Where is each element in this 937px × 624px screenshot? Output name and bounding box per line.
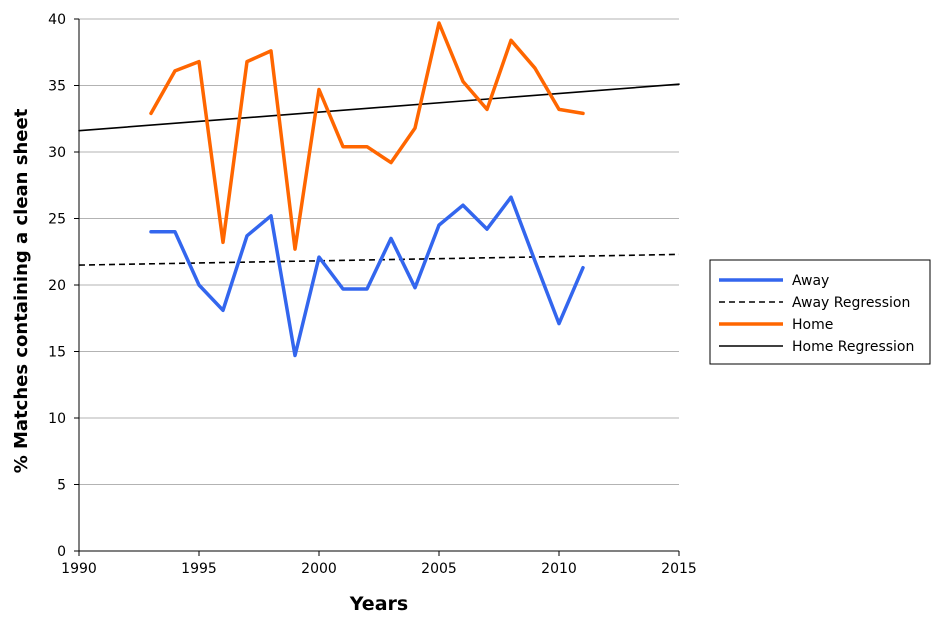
gridlines bbox=[79, 18, 679, 485]
series-line-away bbox=[149, 195, 585, 358]
legend-label-away-regression: Away Regression bbox=[792, 295, 910, 311]
legend-entry-away-regression: Away Regression bbox=[719, 295, 910, 311]
legend-entry-away: Away bbox=[719, 273, 829, 289]
legend-entry-home-regression: Home Regression bbox=[719, 339, 914, 355]
y-tick-label-30: 30 bbox=[48, 145, 66, 161]
y-tick-label-10: 10 bbox=[48, 411, 66, 427]
series-line-home bbox=[149, 21, 585, 251]
x-axis-title: Years bbox=[349, 593, 408, 615]
y-axis-ticks: 0 5 10 15 20 25 30 35 40 bbox=[48, 12, 79, 560]
x-tick-label-2000: 2000 bbox=[301, 561, 337, 577]
y-tick-label-25: 25 bbox=[48, 212, 66, 228]
x-tick-label-2015: 2015 bbox=[661, 561, 697, 577]
y-tick-label-0: 0 bbox=[57, 544, 66, 560]
legend: Away Away Regression Home Home Regressio… bbox=[709, 259, 931, 365]
series-line-home-regression bbox=[78, 83, 680, 132]
legend-label-home: Home bbox=[792, 317, 833, 333]
y-tick-label-15: 15 bbox=[48, 345, 66, 361]
legend-box bbox=[709, 259, 931, 365]
x-tick-label-2005: 2005 bbox=[421, 561, 457, 577]
y-axis-title: % Matches containing a clean sheet bbox=[11, 108, 32, 473]
x-tick-label-2010: 2010 bbox=[541, 561, 577, 577]
legend-label-away: Away bbox=[792, 273, 829, 289]
series-lines bbox=[78, 21, 680, 358]
x-tick-label-1990: 1990 bbox=[61, 561, 97, 577]
legend-label-home-regression: Home Regression bbox=[792, 339, 914, 355]
y-tick-label-5: 5 bbox=[57, 478, 66, 494]
x-axis-ticks: 1990 1995 2000 2005 2010 2015 bbox=[61, 551, 697, 577]
y-tick-label-20: 20 bbox=[48, 278, 66, 294]
x-tick-label-1995: 1995 bbox=[181, 561, 217, 577]
y-tick-label-40: 40 bbox=[48, 12, 66, 28]
y-tick-label-35: 35 bbox=[48, 79, 66, 95]
legend-entry-home: Home bbox=[719, 317, 833, 333]
